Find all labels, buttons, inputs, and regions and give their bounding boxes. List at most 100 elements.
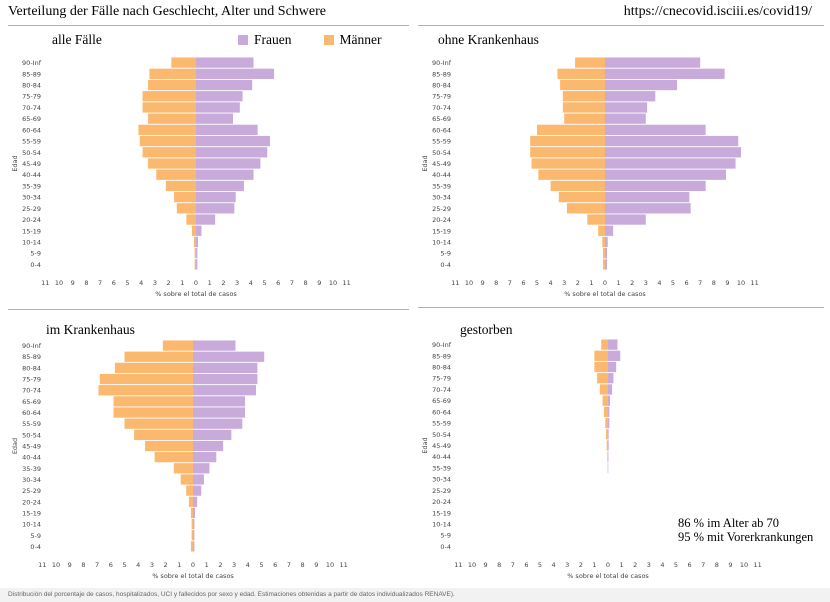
bar-male-20-24 — [188, 496, 193, 507]
bar-male-60-64 — [113, 407, 193, 418]
bar-female-5-9 — [196, 248, 198, 259]
source-url[interactable]: https://cnecovid.isciii.es/covid19/ — [623, 4, 812, 19]
x-tick-label: 4 — [249, 279, 253, 287]
x-tick-label: 5 — [259, 561, 263, 569]
bar-male-20-24 — [587, 214, 605, 225]
bar-male-5-9 — [194, 248, 196, 259]
bar-female-40-44 — [605, 169, 727, 180]
note-age: 86 % im Alter ab 70 — [678, 516, 780, 530]
y-tick-label: 70-74 — [432, 386, 451, 394]
x-tick-label: 7 — [98, 279, 102, 287]
y-tick-label: 50-54 — [432, 149, 451, 157]
x-tick-label: 11 — [38, 561, 46, 569]
y-tick-label: 45-49 — [22, 160, 41, 168]
x-tick-label: 7 — [508, 279, 512, 287]
y-tick-label: 55-59 — [22, 138, 41, 146]
x-tick-label: 7 — [290, 279, 294, 287]
bar-female-60-64 — [605, 124, 706, 136]
y-tick-label: 25-29 — [432, 487, 451, 495]
bar-female-75-79 — [608, 373, 614, 384]
y-tick-label: 45-49 — [432, 442, 451, 450]
panel-title-deceased: gestorben — [460, 322, 513, 337]
y-tick-label: 35-39 — [432, 464, 451, 472]
legend-label-female: Frauen — [254, 32, 292, 47]
bar-female-10-14 — [196, 236, 199, 248]
y-tick-label: 30-34 — [22, 476, 41, 484]
bar-male-90-Inf — [171, 57, 196, 68]
y-tick-label: 90-Inf — [22, 342, 42, 350]
x-tick-label: 4 — [136, 561, 140, 569]
x-tick-label: 9 — [71, 279, 75, 287]
bar-female-15-19 — [196, 225, 202, 236]
y-tick-label: 90-Inf — [432, 341, 452, 349]
x-tick-label: 8 — [497, 561, 501, 569]
bar-female-65-69 — [196, 113, 233, 124]
y-tick-label: 50-54 — [22, 431, 41, 439]
x-tick-label: 3 — [562, 279, 566, 287]
bar-male-85-89 — [124, 351, 193, 362]
y-tick-label: 75-79 — [432, 375, 451, 383]
bar-male-35-39 — [165, 180, 196, 192]
pyramid-chart-deceased: 90-Inf 85-89 80-84 75-79 70-74 65-69 60-64 55-5… — [421, 339, 762, 580]
y-tick-label: 85-89 — [432, 352, 451, 360]
bar-female-55-59 — [608, 417, 610, 429]
bar-male-25-29 — [186, 485, 193, 496]
x-tick-label: 8 — [81, 561, 85, 569]
y-tick-label: 40-44 — [22, 171, 41, 179]
bar-female-25-29 — [196, 203, 235, 214]
bar-female-75-79 — [605, 91, 656, 102]
y-tick-label: 45-49 — [22, 443, 41, 451]
y-tick-label: 85-89 — [22, 353, 41, 361]
y-tick-label: 35-39 — [432, 182, 451, 190]
bar-male-45-49 — [606, 440, 608, 451]
x-tick-label: 1 — [205, 561, 209, 569]
y-tick-label: 80-84 — [22, 82, 41, 90]
bar-female-65-69 — [605, 113, 646, 124]
bar-male-30-34 — [180, 474, 193, 485]
x-tick-label: 5 — [125, 279, 129, 287]
bar-male-70-74 — [599, 384, 608, 395]
x-tick-label: 6 — [273, 561, 277, 569]
bar-female-85-89 — [196, 68, 275, 79]
bar-female-25-29 — [605, 203, 691, 214]
y-tick-label: 10-14 — [432, 238, 451, 246]
x-tick-label: 10 — [465, 279, 473, 287]
x-tick-label: 11 — [753, 561, 761, 569]
y-tick-label: 80-84 — [432, 364, 451, 372]
bar-female-45-49 — [605, 158, 736, 169]
bar-female-35-39 — [193, 463, 210, 474]
x-tick-label: 10 — [55, 279, 63, 287]
x-tick-label: 3 — [647, 561, 651, 569]
bar-male-55-59 — [605, 417, 608, 429]
bar-male-60-64 — [537, 124, 605, 136]
y-tick-label: 5-9 — [440, 532, 451, 540]
x-tick-label: 10 — [737, 279, 745, 287]
x-tick-label: 3 — [565, 561, 569, 569]
x-tick-label: 9 — [68, 561, 72, 569]
bar-female-35-39 — [605, 180, 706, 192]
y-tick-label: 60-64 — [22, 126, 41, 134]
bar-female-45-49 — [193, 440, 224, 452]
bar-male-0-4 — [194, 259, 196, 270]
x-tick-label: 9 — [484, 561, 488, 569]
top-divider-left — [8, 25, 409, 26]
y-axis-title: Edad — [421, 155, 429, 171]
bar-female-75-79 — [193, 373, 258, 385]
bar-female-15-19 — [605, 225, 614, 236]
y-tick-label: 35-39 — [22, 182, 41, 190]
x-tick-label: 10 — [326, 561, 334, 569]
x-tick-label: 2 — [221, 279, 225, 287]
bar-female-80-84 — [196, 79, 253, 91]
bar-female-80-84 — [193, 362, 258, 374]
x-tick-label: 0 — [194, 279, 198, 287]
x-tick-label: 5 — [535, 279, 539, 287]
bar-male-5-9 — [602, 248, 605, 259]
bar-male-90-Inf — [575, 57, 605, 68]
y-tick-label: 0-4 — [30, 543, 41, 551]
bar-female-30-34 — [193, 474, 204, 485]
x-tick-label: 3 — [644, 279, 648, 287]
y-tick-label: 40-44 — [432, 171, 451, 179]
legend-swatch-female — [238, 35, 248, 45]
bar-male-80-84 — [594, 361, 608, 373]
panel-title-no-hospital: ohne Krankenhaus — [438, 32, 539, 47]
